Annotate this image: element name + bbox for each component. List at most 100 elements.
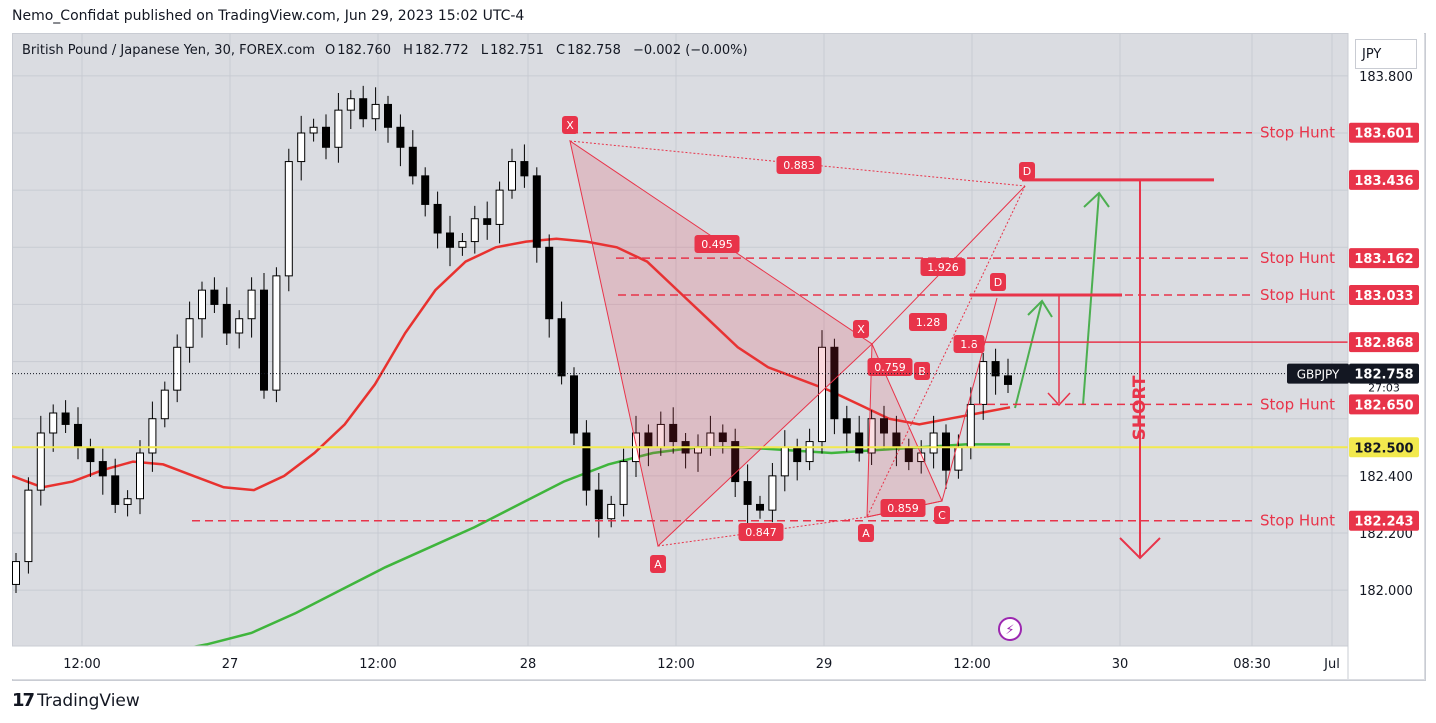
stop-hunt-label: Stop Hunt — [1260, 512, 1335, 530]
pattern-point-box — [1019, 162, 1035, 180]
candle-up — [805, 441, 814, 463]
low-value: 182.751 — [490, 43, 544, 58]
ratio-label: 0.883 — [783, 159, 815, 172]
ratio-box — [880, 499, 926, 517]
short-label: SHORT — [1130, 375, 1150, 440]
grid — [12, 33, 1348, 646]
candle-up — [619, 461, 628, 505]
price-tag: 182.868 — [1354, 336, 1413, 351]
ratio-label: 1.926 — [927, 261, 959, 274]
lightning-glyph-icon: ⚡ — [1005, 623, 1014, 638]
candle-down — [74, 423, 82, 448]
open-label: O — [325, 43, 336, 58]
pattern-point-label: X — [857, 323, 865, 336]
candle-up — [198, 289, 206, 320]
ratio-label: 0.495 — [701, 238, 733, 251]
candle-up — [235, 318, 244, 334]
pattern-point-label: D — [1023, 165, 1031, 178]
price-tag: 182.243 — [1354, 515, 1413, 530]
candle-up — [768, 475, 777, 511]
candle-up — [495, 189, 504, 225]
candle-up — [148, 418, 157, 454]
candle-up — [49, 412, 58, 434]
price-tag: 182.650 — [1354, 398, 1413, 413]
time-tick: Jul — [1323, 657, 1340, 672]
candle-down — [384, 103, 392, 128]
stop-hunt-label: Stop Hunt — [1260, 124, 1335, 142]
green-arrow-1 — [1014, 300, 1043, 409]
candle-down — [359, 98, 368, 120]
candle-down — [86, 446, 95, 463]
candle-down — [743, 481, 752, 505]
price-tag-box — [1349, 394, 1419, 415]
candle-down — [991, 361, 1000, 377]
candle-up — [966, 403, 975, 448]
candle-down — [855, 432, 864, 454]
stop-hunt-label: Stop Hunt — [1260, 286, 1335, 304]
price-tag: 183.162 — [1354, 252, 1413, 267]
pattern-point-box — [650, 555, 666, 573]
candle-up — [607, 503, 616, 520]
time-tick: 28 — [520, 657, 537, 672]
price-chart[interactable]: X A D X A B C D 0.883 0.495 0.847 1.926 0.759 1.28 0.8… — [12, 33, 1424, 679]
pattern-point-box — [853, 320, 869, 338]
candle-up — [272, 275, 281, 391]
tv-mark-icon: 17 — [12, 690, 35, 711]
candle-up — [24, 489, 33, 563]
price-tag-box — [1349, 122, 1419, 143]
ratio-box — [867, 358, 913, 376]
tradingview-logo[interactable]: 17 TradingView — [12, 690, 140, 711]
x-axis: 12:00 27 12:00 28 12:00 29 12:00 30 08:30 Jul — [12, 645, 1348, 679]
pattern-point-box — [858, 524, 874, 542]
price-tag-box — [1349, 510, 1419, 531]
candle-down — [483, 218, 492, 225]
price-tag-box — [1349, 169, 1419, 190]
time-tick: 27 — [222, 657, 239, 672]
candle-down — [793, 446, 802, 463]
candle-down — [210, 289, 219, 305]
candle-down — [433, 203, 442, 234]
candle-down — [880, 418, 888, 434]
time-tick: 12:00 — [657, 657, 694, 672]
pattern-point-box — [990, 273, 1006, 291]
time-tick: 30 — [1112, 657, 1129, 672]
open-value: 182.760 — [337, 43, 392, 58]
candle-up — [867, 418, 876, 454]
close-value: 182.758 — [567, 43, 621, 58]
change-value: −0.002 (−0.00%) — [632, 43, 748, 58]
high-label: H — [403, 43, 413, 58]
candle-down — [222, 303, 231, 334]
ratio-label: 0.847 — [745, 526, 777, 539]
countdown-tag: 27:03 — [1368, 382, 1400, 395]
candle-up — [160, 389, 169, 420]
candle-down — [61, 412, 70, 425]
pattern-point-label: D — [994, 276, 1002, 289]
pattern-point-label: B — [918, 365, 926, 378]
ratio-label: 0.759 — [874, 361, 906, 374]
candles — [12, 85, 1012, 593]
currency-button[interactable]: JPY — [1355, 39, 1417, 69]
stop-hunt-label: Stop Hunt — [1260, 249, 1335, 267]
candle-down — [421, 175, 430, 205]
ratio-box — [909, 313, 947, 331]
candle-down — [111, 475, 120, 505]
time-axis-bg — [12, 646, 1348, 679]
candle-down — [756, 503, 764, 511]
pattern-point-box — [562, 116, 578, 134]
price-tag-box — [1349, 285, 1419, 305]
pattern1-xab-area — [569, 139, 873, 547]
price-tag-box — [1349, 248, 1419, 269]
price-tag: 182.500 — [1354, 441, 1413, 456]
time-tick: 29 — [816, 657, 833, 672]
candle-down — [532, 175, 541, 248]
candle-down — [260, 289, 268, 391]
price-tag: 182.758 — [1354, 368, 1413, 383]
candle-up — [929, 432, 938, 454]
stop-hunt-label: Stop Hunt — [1260, 395, 1335, 413]
price-tag-box — [1349, 437, 1419, 458]
ohlc-legend: British Pound / Japanese Yen, 30, FOREX.… — [22, 43, 750, 58]
candle-up — [123, 498, 132, 505]
time-tick: 12:00 — [63, 657, 100, 672]
candle-up — [284, 161, 293, 277]
candle-up — [297, 132, 306, 163]
